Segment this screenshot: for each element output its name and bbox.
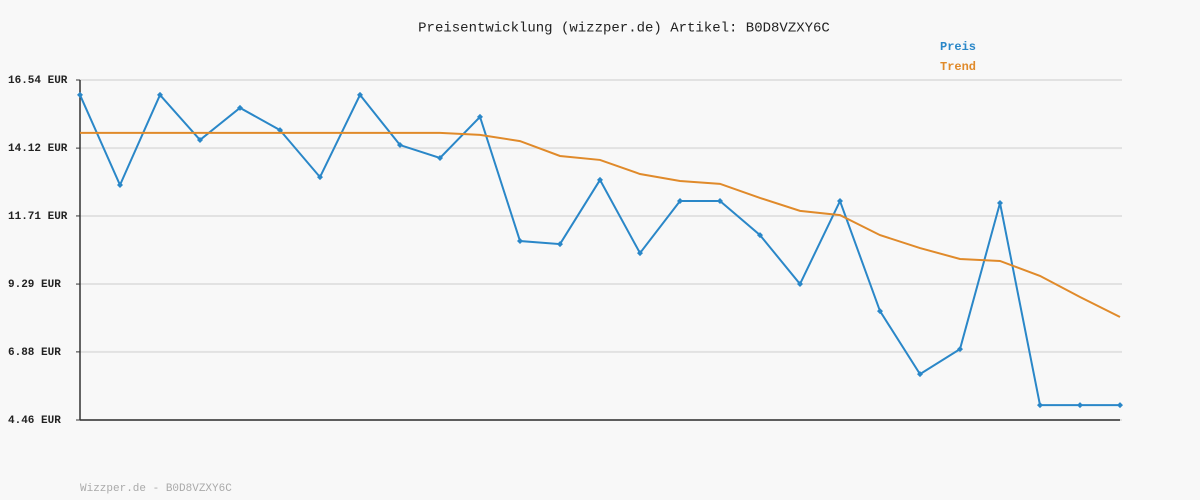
data-point — [77, 91, 83, 98]
data-point — [757, 232, 763, 239]
data-point — [1117, 402, 1123, 409]
y-tick-label: 16.54 EUR — [8, 75, 68, 87]
data-point — [477, 113, 483, 120]
footer: Wizzper.de - B0D8VZXY6C — [80, 483, 232, 495]
data-point — [317, 174, 323, 181]
y-tick-label: 6.88 EUR — [8, 347, 61, 359]
data-point — [597, 176, 603, 183]
legend-entry: Preis — [940, 40, 976, 54]
data-point — [117, 181, 123, 188]
data-point — [797, 281, 803, 288]
y-tick-label: 9.29 EUR — [8, 279, 61, 291]
chart-title: Preisentwicklung (wizzper.de) Artikel: B… — [418, 21, 830, 37]
y-tick-label: 11.71 EUR — [8, 211, 68, 223]
data-point — [997, 199, 1003, 206]
data-point — [917, 371, 923, 378]
data-point — [517, 237, 523, 244]
y-tick-label: 4.46 EUR — [8, 415, 61, 427]
data-point — [957, 346, 963, 353]
data-point — [237, 104, 243, 111]
data-point — [717, 198, 723, 205]
data-point — [437, 154, 443, 161]
data-point — [357, 91, 363, 98]
y-tick-label: 14.12 EUR — [8, 143, 68, 155]
data-point — [1037, 402, 1043, 409]
legend-entry: Trend — [940, 60, 976, 74]
series-line — [80, 131, 1121, 318]
data-point — [1077, 402, 1083, 409]
data-point — [677, 198, 683, 205]
data-point — [397, 142, 403, 149]
data-point — [197, 136, 203, 143]
data-point — [877, 308, 883, 315]
data-point — [557, 241, 563, 248]
data-point — [157, 91, 163, 98]
data-point — [837, 198, 843, 205]
data-point — [637, 250, 643, 257]
data-point — [277, 127, 283, 134]
